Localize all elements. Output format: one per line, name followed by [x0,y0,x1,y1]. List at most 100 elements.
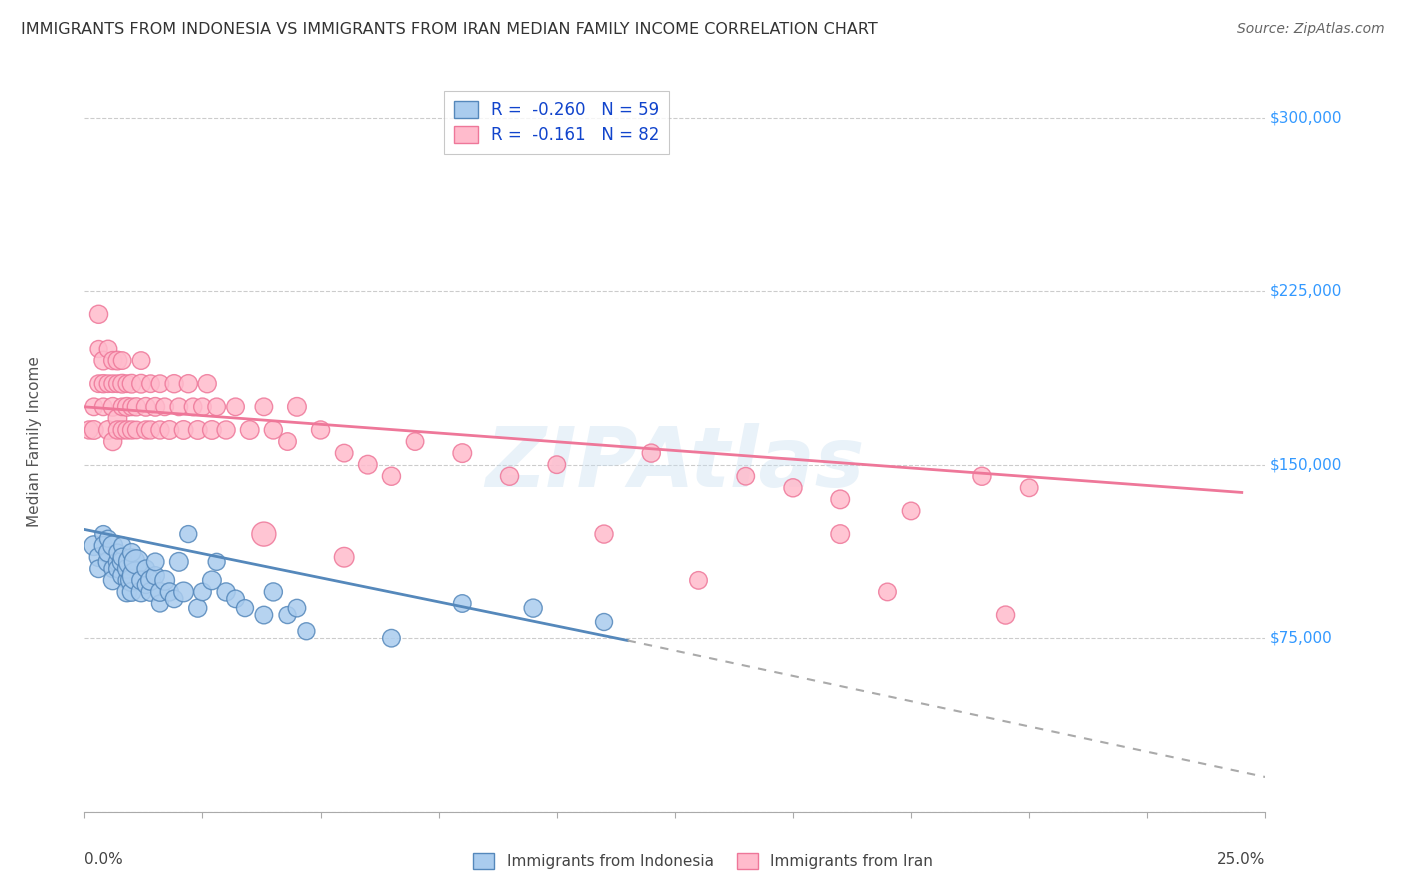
Point [187,423,209,437]
Point [115,423,138,437]
Point [115,400,138,414]
Point [77,423,100,437]
Point [135,578,157,592]
Point [111,376,134,391]
Point [91,353,114,368]
Point [167,400,190,414]
Point [380,631,402,645]
Point [309,423,332,437]
Point [121,555,143,569]
Point [157,423,180,437]
Point [262,585,284,599]
Point [101,376,124,391]
Point [830,527,852,541]
Point [640,446,662,460]
Point [97,545,120,560]
Point [153,400,176,414]
Point [107,411,129,425]
Point [782,481,804,495]
Point [734,469,756,483]
Point [115,376,138,391]
Point [404,434,426,449]
Point [262,423,284,437]
Point [900,504,922,518]
Point [121,423,143,437]
Point [187,601,209,615]
Point [253,608,276,623]
Point [91,539,114,553]
Point [115,562,138,576]
Point [121,545,143,560]
Point [107,562,129,576]
Point [129,376,152,391]
Point [135,423,157,437]
Point [111,423,134,437]
Point [276,608,298,623]
Point [153,574,176,588]
Point [107,545,129,560]
Point [191,400,214,414]
Point [139,376,162,391]
Point [83,400,105,414]
Point [101,562,124,576]
Point [173,423,195,437]
Text: Median Family Income: Median Family Income [27,356,42,527]
Point [225,591,247,606]
Text: IMMIGRANTS FROM INDONESIA VS IMMIGRANTS FROM IRAN MEDIAN FAMILY INCOME CORRELATI: IMMIGRANTS FROM INDONESIA VS IMMIGRANTS … [21,22,877,37]
Point [135,562,157,576]
Point [225,400,247,414]
Point [97,532,120,546]
Point [357,458,380,472]
Point [125,555,148,569]
Text: ZIPAtlas: ZIPAtlas [485,423,865,504]
Text: $300,000: $300,000 [1270,110,1343,125]
Point [994,608,1017,623]
Point [107,353,129,368]
Point [157,585,180,599]
Point [1018,481,1040,495]
Point [115,574,138,588]
Point [87,307,110,321]
Point [121,400,143,414]
Point [121,585,143,599]
Point [163,376,186,391]
Point [111,568,134,582]
Point [125,400,148,414]
Point [121,376,143,391]
Point [87,342,110,356]
Legend: R =  -0.260   N = 59, R =  -0.161   N = 82: R = -0.260 N = 59, R = -0.161 N = 82 [444,91,669,153]
Point [121,574,143,588]
Point [239,423,262,437]
Text: $75,000: $75,000 [1270,631,1333,646]
Point [91,376,114,391]
Point [276,434,298,449]
Point [451,597,474,611]
Point [205,555,228,569]
Point [83,539,105,553]
Point [167,555,190,569]
Text: $150,000: $150,000 [1270,458,1343,472]
Point [87,562,110,576]
Point [285,400,308,414]
Point [111,550,134,565]
Text: $225,000: $225,000 [1270,284,1343,299]
Point [333,446,356,460]
Text: 0.0%: 0.0% [84,853,124,867]
Point [177,376,200,391]
Point [139,423,162,437]
Point [111,353,134,368]
Point [876,585,898,599]
Point [97,555,120,569]
Point [143,555,166,569]
Point [380,469,402,483]
Point [107,376,129,391]
Point [139,585,162,599]
Point [201,423,224,437]
Point [333,550,356,565]
Point [91,400,114,414]
Point [177,527,200,541]
Point [101,434,124,449]
Point [87,376,110,391]
Point [97,342,120,356]
Point [830,492,852,507]
